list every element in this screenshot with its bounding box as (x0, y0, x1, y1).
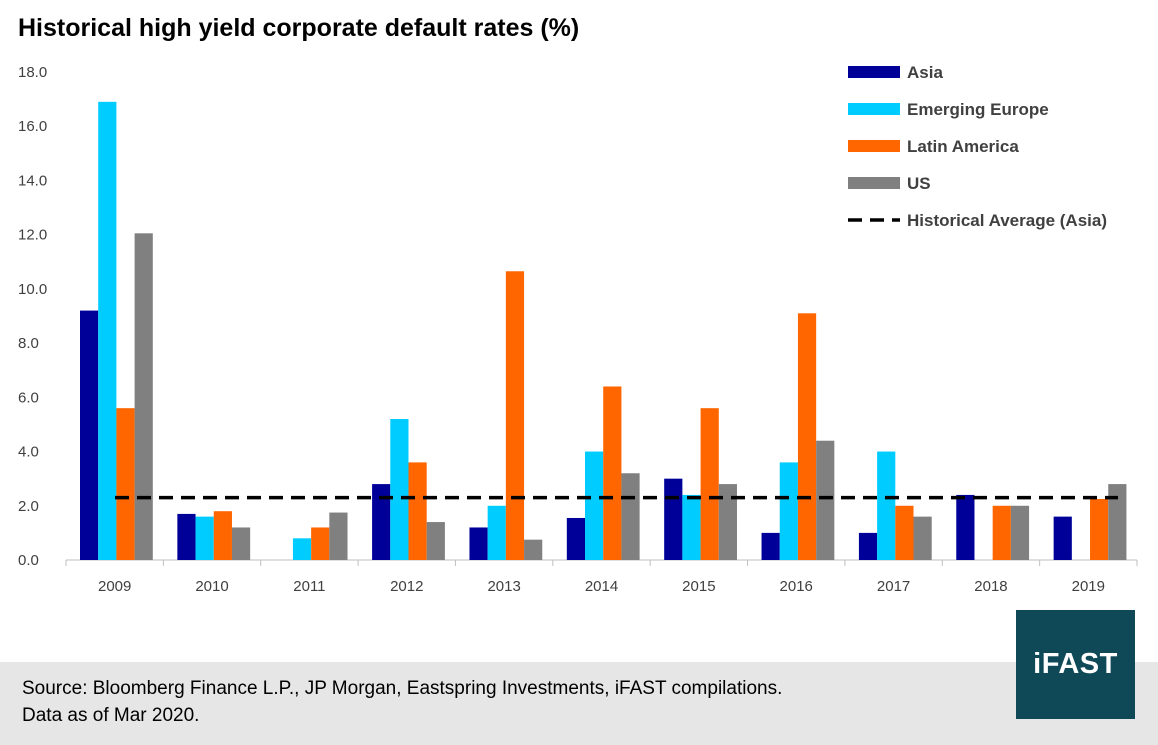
bar (98, 101, 117, 561)
legend-swatch (848, 66, 900, 78)
legend-label: Emerging Europe (907, 100, 1049, 119)
legend-label: Latin America (907, 137, 1019, 156)
bar (895, 505, 914, 560)
bar (956, 494, 975, 560)
x-tick-label: 2017 (877, 578, 910, 595)
ifast-logo: iFAST (1016, 610, 1135, 719)
y-tick-label: 2.0 (18, 498, 39, 515)
legend-label: Historical Average (Asia) (907, 211, 1107, 230)
x-tick-label: 2010 (195, 578, 228, 595)
bar (913, 516, 932, 560)
bar (621, 473, 640, 560)
y-tick-label: 18.0 (18, 64, 47, 81)
data-date-text: Data as of Mar 2020. (22, 705, 200, 726)
bar (779, 462, 798, 560)
y-axis: 0.0 2.0 4.0 6.0 8.0 10.0 12.0 14.0 16.0 18.0 (18, 64, 47, 569)
bar (585, 451, 604, 560)
bars (80, 101, 1127, 561)
bar (1090, 499, 1109, 560)
source-text: Source: Bloomberg Finance L.P., JP Morga… (22, 678, 783, 699)
bar (1010, 505, 1030, 560)
bar (292, 538, 312, 560)
legend-label: Asia (907, 63, 943, 82)
y-tick-label: 6.0 (18, 389, 39, 406)
legend-swatch (848, 140, 900, 152)
x-tick-label: 2019 (1072, 578, 1105, 595)
bar (816, 440, 835, 560)
bar (1108, 484, 1127, 560)
bar (329, 512, 348, 560)
bar (700, 408, 719, 560)
x-axis: 2009 2010 2011 2012 2013 2014 2015 2016 2017 2018… (65, 559, 1138, 595)
bar (177, 513, 196, 560)
bar (524, 539, 543, 560)
bar (718, 484, 737, 560)
y-tick-label: 14.0 (18, 172, 47, 189)
bar (566, 517, 586, 560)
bar (231, 527, 251, 560)
bar (408, 462, 427, 560)
y-tick-label: 4.0 (18, 444, 39, 461)
bar (426, 522, 445, 560)
y-tick-label: 12.0 (18, 227, 47, 244)
logo-text: iFAST (1033, 648, 1118, 680)
bar (390, 419, 409, 560)
bar (682, 494, 701, 560)
bar (664, 478, 683, 560)
x-tick-label: 2013 (487, 578, 520, 595)
x-tick-label: 2018 (974, 578, 1007, 595)
bar (213, 511, 232, 560)
bar (469, 527, 488, 560)
bar (311, 527, 330, 560)
chart-title: Historical high yield corporate default … (18, 14, 580, 42)
y-tick-label: 16.0 (18, 118, 47, 135)
x-tick-label: 2014 (585, 578, 618, 595)
bar (603, 386, 622, 560)
legend-label: US (907, 174, 931, 193)
x-tick-label: 2015 (682, 578, 715, 595)
bar (877, 451, 896, 560)
bar (505, 271, 525, 560)
legend-swatch (848, 103, 900, 115)
y-tick-label: 8.0 (18, 335, 39, 352)
bar (761, 532, 780, 560)
bar (992, 505, 1011, 560)
source-footer: Source: Bloomberg Finance L.P., JP Morga… (0, 662, 1158, 745)
bar (134, 233, 153, 561)
bar (80, 310, 99, 560)
x-tick-label: 2016 (780, 578, 813, 595)
legend-swatch (848, 177, 900, 189)
bar (1053, 516, 1072, 560)
x-tick-label: 2009 (98, 578, 131, 595)
bar (372, 484, 391, 560)
x-tick-label: 2012 (390, 578, 423, 595)
legend: Asia Emerging Europe Latin America US Histor… (848, 63, 1107, 230)
bar (487, 505, 506, 560)
bar (116, 408, 135, 560)
bar (797, 313, 817, 560)
bar (858, 532, 878, 560)
y-tick-label: 10.0 (18, 281, 47, 298)
bar (195, 516, 214, 560)
x-tick-label: 2011 (293, 578, 325, 595)
y-tick-label: 0.0 (18, 552, 39, 569)
